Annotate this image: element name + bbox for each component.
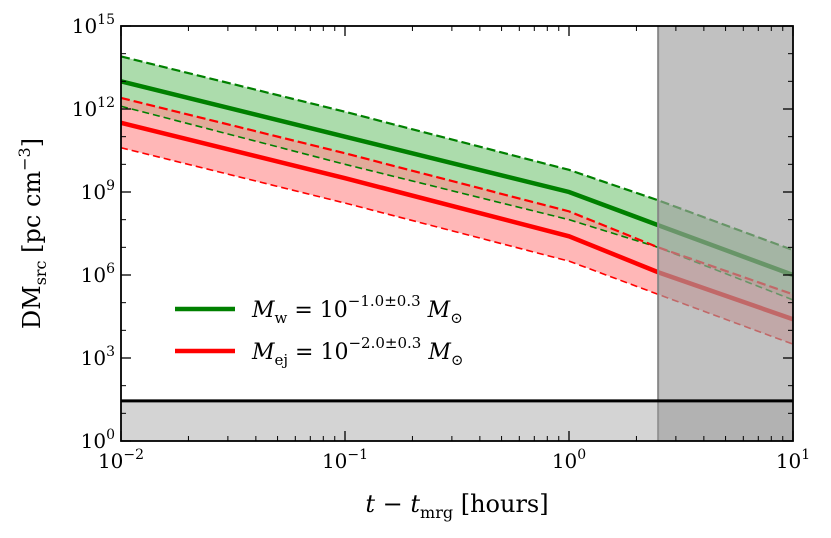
x-tick-label: 10−1 [322,447,368,473]
lower-dashed-line-series-1 [120,105,794,301]
plot-border [120,25,794,442]
y-tick-label: 1012 [72,95,115,121]
y-tick-label: 109 [81,178,115,204]
shaded-region-low-dm [121,400,793,441]
band-series-2 [121,97,793,345]
axis-labels: t − tmrg [hours] DMsrc [pc cm−3] [15,138,549,522]
y-tick-label: 100 [81,427,115,453]
x-tick-label: 100 [552,447,586,473]
x-tick-label: 10−2 [98,447,144,473]
plot-frame [120,25,794,442]
shaded-region-late-time [658,26,793,441]
y-axis-label: DMsrc [pc cm−3] [15,138,50,329]
legend: Mw = 10−1.0±0.3 M⊙ Mej = 10−2.0±0.3 M⊙ [175,292,463,369]
y-tick-label: 106 [81,261,115,287]
x-axis-label: t − tmrg [hours] [365,490,548,522]
axis-ticks: 10−2 10−1 100 101 100 103 106 109 1012 1015 [72,12,810,473]
y-tick-label: 1015 [72,12,115,38]
legend-label-1: Mw = 10−1.0±0.3 M⊙ [251,292,463,327]
uncertainty-bands [121,56,793,345]
band-series-1 [121,56,793,300]
y-tick-label: 103 [81,344,115,370]
legend-label-2: Mej = 10−2.0±0.3 M⊙ [251,334,463,369]
shaded-regions [121,26,793,441]
x-tick-label: 101 [776,447,810,473]
